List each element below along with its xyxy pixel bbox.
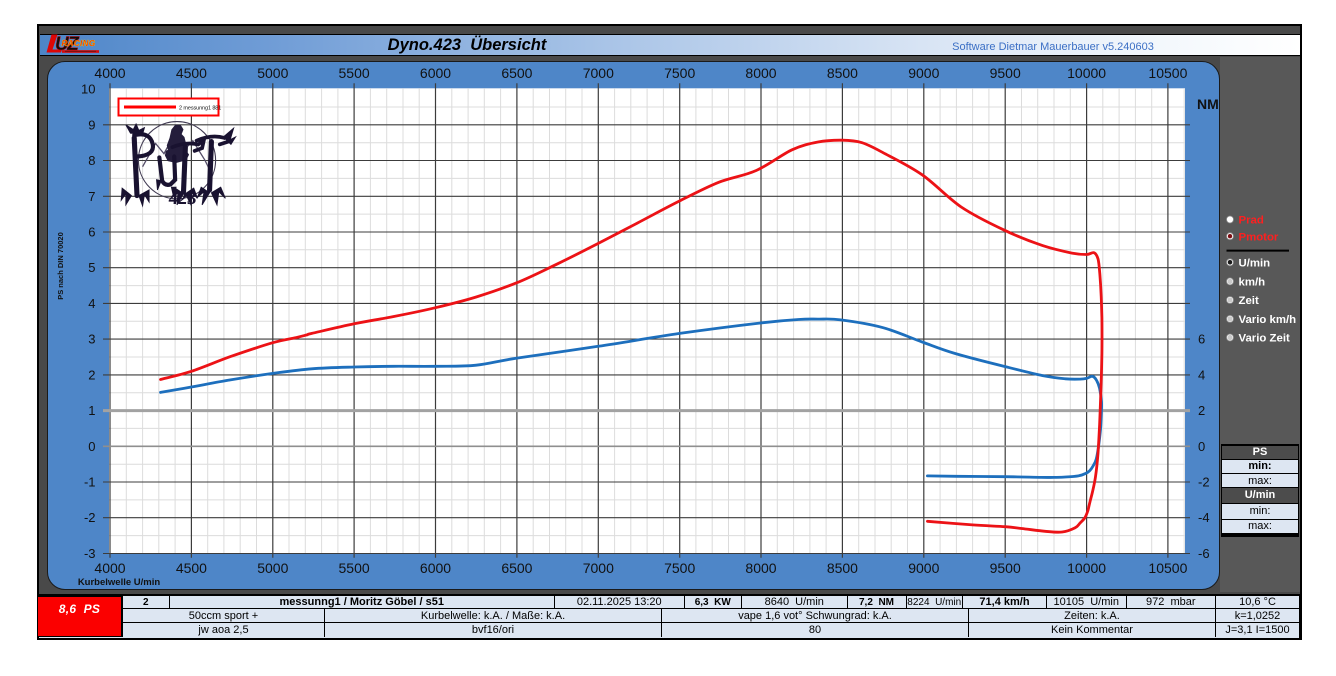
svg-text:7500: 7500 [664,65,695,81]
svg-text:10: 10 [81,82,95,97]
svg-text:6000: 6000 [420,560,451,576]
svg-text:10500: 10500 [1148,65,1187,81]
svg-text:5500: 5500 [339,560,370,576]
svg-text:9: 9 [88,117,95,132]
svg-text:NM: NM [1197,96,1219,112]
svg-text:Pmotor: Pmotor [1239,231,1279,243]
svg-text:-1: -1 [84,475,96,490]
svg-text:Zeit: Zeit [1239,295,1259,307]
svg-text:4500: 4500 [176,65,207,81]
svg-text:5500: 5500 [339,65,370,81]
svg-text:3: 3 [88,332,95,347]
svg-text:423: 423 [168,188,197,209]
svg-text:8500: 8500 [827,560,858,576]
svg-text:4500: 4500 [176,560,207,576]
svg-text:9500: 9500 [990,65,1021,81]
svg-text:7000: 7000 [583,560,614,576]
svg-text:4: 4 [1198,367,1205,382]
svg-text:6500: 6500 [501,560,532,576]
svg-text:U/min: U/min [1239,258,1271,270]
svg-text:Kurbelwelle U/min: Kurbelwelle U/min [78,577,161,588]
svg-text:8: 8 [88,153,95,168]
svg-text:6500: 6500 [501,65,532,81]
svg-text:6: 6 [1198,332,1205,347]
svg-text:8000: 8000 [745,560,776,576]
svg-text:-6: -6 [1198,546,1210,561]
svg-text:9500: 9500 [990,560,1021,576]
svg-text:10000: 10000 [1067,560,1106,576]
svg-text:7000: 7000 [583,65,614,81]
svg-text:5000: 5000 [257,560,288,576]
svg-text:Vario km/h: Vario km/h [1239,314,1297,326]
svg-text:7500: 7500 [664,560,695,576]
svg-text:UZ: UZ [55,34,80,55]
svg-text:-2: -2 [1198,475,1210,490]
svg-text:0: 0 [88,439,95,454]
svg-text:8000: 8000 [745,65,776,81]
svg-text:-4: -4 [1198,510,1210,525]
svg-text:1: 1 [88,403,95,418]
svg-text:2: 2 [1198,403,1205,418]
svg-text:RACING: RACING [62,39,96,48]
svg-text:Prad: Prad [1239,215,1264,227]
svg-text:4000: 4000 [94,65,125,81]
svg-text:6000: 6000 [420,65,451,81]
svg-text:km/h: km/h [1239,277,1266,289]
svg-text:0: 0 [1198,439,1205,454]
svg-text:-2: -2 [84,510,96,525]
svg-text:9000: 9000 [908,560,939,576]
svg-text:4000: 4000 [94,560,125,576]
svg-text:2 messunng1 881: 2 messunng1 881 [179,106,221,112]
svg-text:PS nach DIN 70020: PS nach DIN 70020 [56,232,65,300]
svg-text:5000: 5000 [257,65,288,81]
svg-text:10000: 10000 [1067,65,1106,81]
svg-text:8500: 8500 [827,65,858,81]
svg-text:9000: 9000 [908,65,939,81]
svg-text:6: 6 [88,225,95,240]
svg-text:2: 2 [88,367,95,382]
svg-text:10500: 10500 [1148,560,1187,576]
svg-text:5: 5 [88,260,95,275]
svg-text:7: 7 [88,189,95,204]
svg-text:Vario Zeit: Vario Zeit [1239,333,1290,345]
svg-text:4: 4 [88,296,95,311]
svg-text:-3: -3 [84,546,96,561]
